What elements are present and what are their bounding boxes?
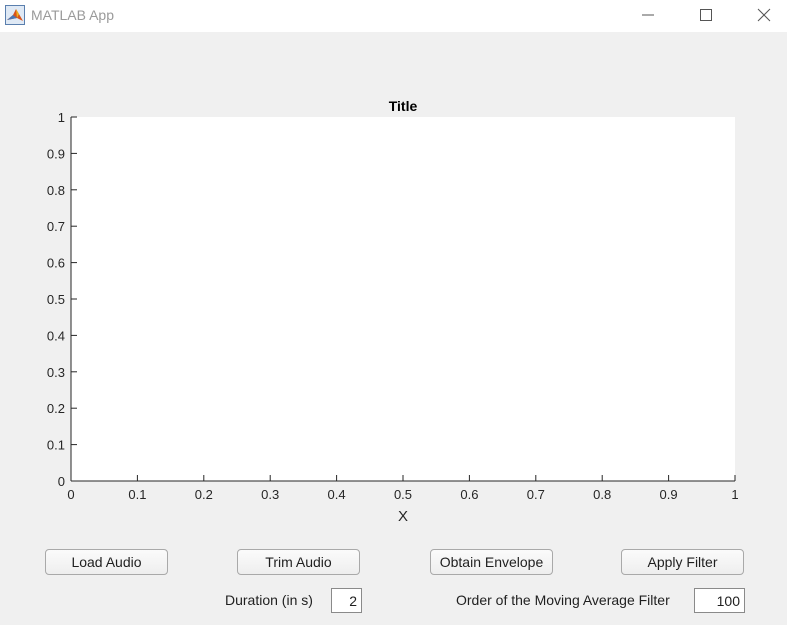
y-tick-label: 0.3 — [47, 365, 65, 380]
y-tick-label: 0.2 — [47, 401, 65, 416]
minimize-button[interactable] — [626, 0, 672, 32]
close-icon — [757, 8, 771, 22]
duration-field[interactable]: 2 — [331, 588, 362, 613]
y-tick-label: 0.4 — [47, 328, 65, 343]
x-tick-label: 0.7 — [527, 487, 545, 502]
axes-chart[interactable]: Title X 0 0.1 0.2 0.3 0.4 0.5 0.6 0.7 0.8 0.9 1 0 0.… — [0, 32, 787, 542]
window-title: MATLAB App — [31, 7, 115, 23]
x-tick-label: 0 — [67, 487, 74, 502]
x-tick-label: 0.9 — [660, 487, 678, 502]
chart-title: Title — [389, 98, 418, 114]
y-tick-label: 0.9 — [47, 146, 65, 161]
y-tick-label: 0.7 — [47, 219, 65, 234]
y-tick-label: 0.5 — [47, 292, 65, 307]
maximize-icon — [700, 9, 712, 21]
x-tick-label: 0.1 — [128, 487, 146, 502]
x-tick-label: 0.6 — [460, 487, 478, 502]
x-tick-label: 0.4 — [328, 487, 346, 502]
y-tick-label: 0 — [58, 474, 65, 489]
plot-area[interactable] — [71, 117, 735, 481]
matlab-logo-icon — [5, 5, 25, 25]
y-tick-label: 0.8 — [47, 183, 65, 198]
y-tick-label: 0.6 — [47, 256, 65, 271]
y-tick-label: 0.1 — [47, 438, 65, 453]
x-tick-label: 0.2 — [195, 487, 213, 502]
minimize-icon — [642, 14, 654, 16]
filter-order-field[interactable]: 100 — [694, 588, 745, 613]
duration-label: Duration (in s) — [225, 592, 313, 608]
apply-filter-button[interactable]: Apply Filter — [621, 549, 744, 575]
load-audio-button[interactable]: Load Audio — [45, 549, 168, 575]
x-tick-label: 0.3 — [261, 487, 279, 502]
x-tick-label: 0.8 — [593, 487, 611, 502]
y-tick-label: 1 — [58, 110, 65, 125]
obtain-envelope-button[interactable]: Obtain Envelope — [430, 549, 553, 575]
close-button[interactable] — [742, 0, 787, 32]
maximize-button[interactable] — [684, 0, 730, 32]
x-tick-label: 1 — [731, 487, 738, 502]
title-bar: MATLAB App — [0, 0, 787, 32]
x-tick-label: 0.5 — [394, 487, 412, 502]
trim-audio-button[interactable]: Trim Audio — [237, 549, 360, 575]
filter-order-label: Order of the Moving Average Filter — [456, 592, 670, 608]
x-axis-label: X — [398, 508, 408, 525]
